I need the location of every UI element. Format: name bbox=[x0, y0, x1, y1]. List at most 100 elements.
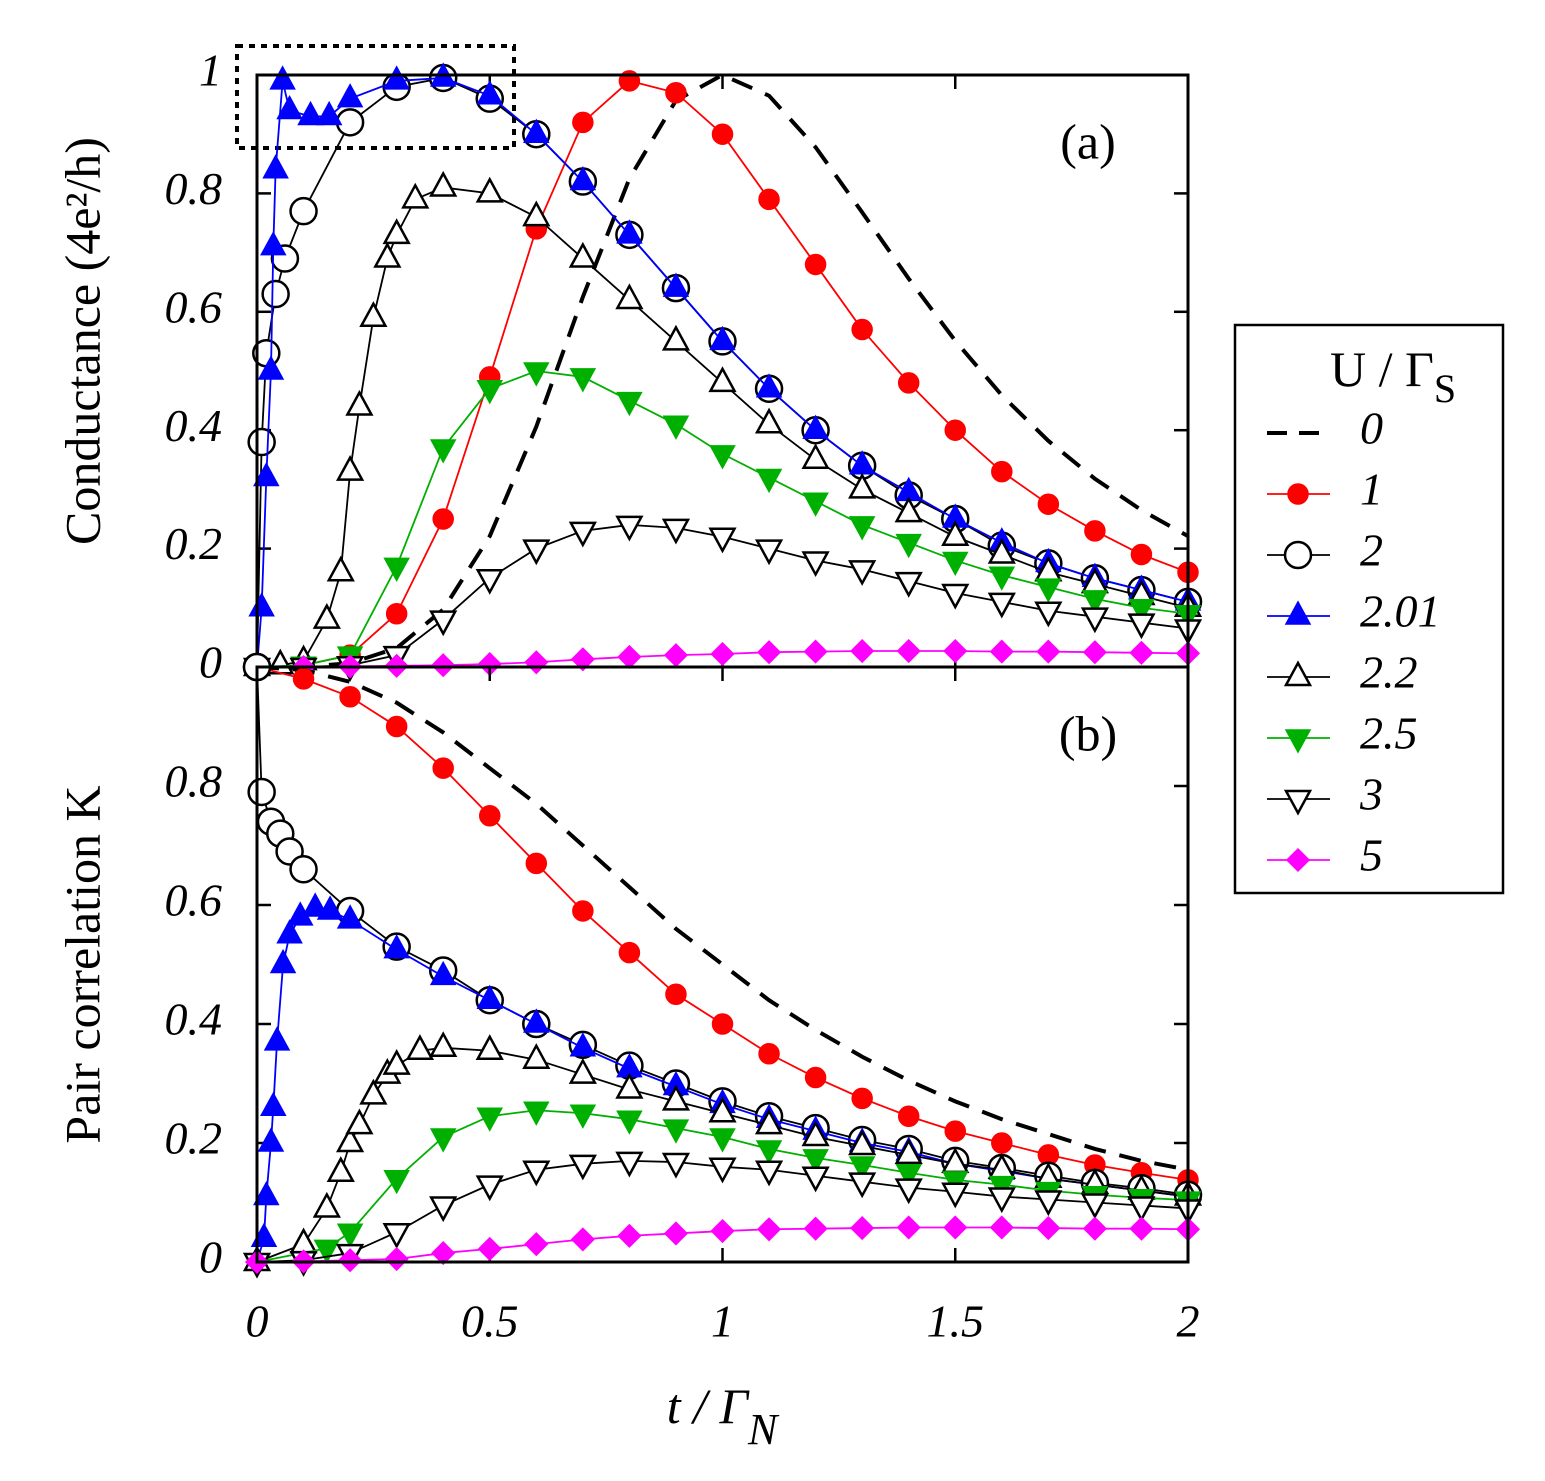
marker bbox=[708, 527, 737, 554]
marker bbox=[292, 668, 315, 690]
marker bbox=[1034, 601, 1063, 628]
marker bbox=[987, 592, 1016, 619]
marker bbox=[568, 1057, 597, 1084]
marker bbox=[801, 551, 830, 578]
marker bbox=[316, 895, 344, 920]
marker bbox=[269, 65, 296, 90]
marker bbox=[709, 1128, 736, 1153]
marker bbox=[476, 80, 504, 105]
x-tick-label: 1 bbox=[711, 1296, 734, 1347]
marker bbox=[312, 1191, 341, 1218]
marker bbox=[755, 468, 783, 494]
legend-marker bbox=[1284, 600, 1312, 625]
marker bbox=[384, 1246, 409, 1272]
marker bbox=[429, 960, 457, 986]
marker bbox=[475, 1034, 504, 1061]
marker bbox=[253, 1180, 280, 1206]
marker bbox=[289, 1227, 318, 1254]
marker bbox=[257, 355, 285, 380]
marker bbox=[383, 1169, 410, 1195]
marker bbox=[665, 82, 687, 104]
marker bbox=[941, 1182, 970, 1209]
marker bbox=[383, 65, 410, 90]
marker bbox=[345, 389, 374, 416]
marker bbox=[260, 1091, 287, 1117]
marker bbox=[1127, 1196, 1156, 1223]
marker bbox=[382, 1223, 411, 1249]
marker bbox=[1082, 640, 1107, 665]
marker bbox=[385, 602, 408, 625]
marker bbox=[804, 1066, 827, 1089]
marker bbox=[312, 603, 341, 629]
marker bbox=[802, 1149, 829, 1174]
marker bbox=[989, 639, 1014, 664]
marker bbox=[247, 427, 276, 457]
legend-marker bbox=[1283, 660, 1313, 687]
marker bbox=[253, 461, 280, 487]
plot-frame bbox=[255, 665, 1190, 1264]
marker bbox=[802, 414, 829, 439]
marker bbox=[754, 407, 784, 434]
marker bbox=[894, 571, 923, 598]
marker bbox=[572, 111, 594, 134]
marker bbox=[1082, 1216, 1107, 1241]
marker bbox=[1080, 607, 1110, 634]
legend-marker bbox=[1283, 789, 1313, 816]
marker bbox=[570, 1227, 595, 1252]
marker bbox=[754, 1160, 784, 1187]
marker bbox=[1034, 1190, 1063, 1217]
marker bbox=[522, 539, 551, 566]
marker bbox=[248, 592, 275, 617]
legend-label: 0 bbox=[1360, 403, 1383, 454]
marker bbox=[663, 643, 689, 668]
marker bbox=[708, 366, 737, 393]
marker bbox=[1130, 543, 1153, 566]
marker bbox=[848, 1156, 876, 1181]
marker bbox=[894, 1138, 923, 1165]
marker bbox=[897, 372, 920, 394]
legend-label: 3 bbox=[1359, 769, 1383, 820]
marker bbox=[662, 272, 690, 297]
marker bbox=[569, 1104, 597, 1129]
marker bbox=[804, 253, 827, 276]
marker bbox=[894, 496, 923, 523]
marker bbox=[297, 100, 324, 126]
marker bbox=[301, 892, 329, 917]
marker bbox=[383, 557, 410, 582]
marker bbox=[326, 1156, 355, 1182]
marker bbox=[850, 1216, 875, 1241]
marker bbox=[661, 1084, 691, 1111]
series-line bbox=[256, 72, 1189, 669]
marker bbox=[569, 1032, 597, 1057]
marker bbox=[326, 555, 355, 582]
marker bbox=[663, 1221, 689, 1246]
marker bbox=[756, 1217, 782, 1242]
inset-marker bbox=[235, 44, 516, 150]
marker bbox=[382, 218, 411, 245]
x-tick-label: 2 bbox=[1177, 1296, 1200, 1347]
marker bbox=[276, 94, 303, 120]
y-tick-label: 0.4 bbox=[165, 994, 223, 1045]
marker bbox=[1036, 639, 1061, 664]
marker bbox=[662, 415, 690, 440]
x-tick-label: 0 bbox=[246, 1296, 269, 1347]
legend-title: U / ΓS bbox=[1330, 341, 1456, 411]
marker bbox=[617, 1223, 642, 1248]
y-tick-label: 0.4 bbox=[165, 400, 223, 451]
marker bbox=[616, 1110, 643, 1135]
series-line bbox=[256, 186, 1189, 668]
marker bbox=[615, 1151, 644, 1178]
marker bbox=[432, 757, 454, 779]
marker bbox=[987, 1187, 1016, 1214]
legend-marker bbox=[1284, 729, 1312, 754]
marker bbox=[801, 1120, 830, 1147]
marker bbox=[570, 647, 595, 672]
marker bbox=[431, 653, 456, 678]
y-tick-label: 0.8 bbox=[165, 163, 223, 214]
marker bbox=[708, 1157, 737, 1184]
marker bbox=[988, 566, 1016, 591]
marker bbox=[662, 1119, 690, 1144]
marker bbox=[615, 515, 644, 542]
marker bbox=[1128, 599, 1155, 624]
